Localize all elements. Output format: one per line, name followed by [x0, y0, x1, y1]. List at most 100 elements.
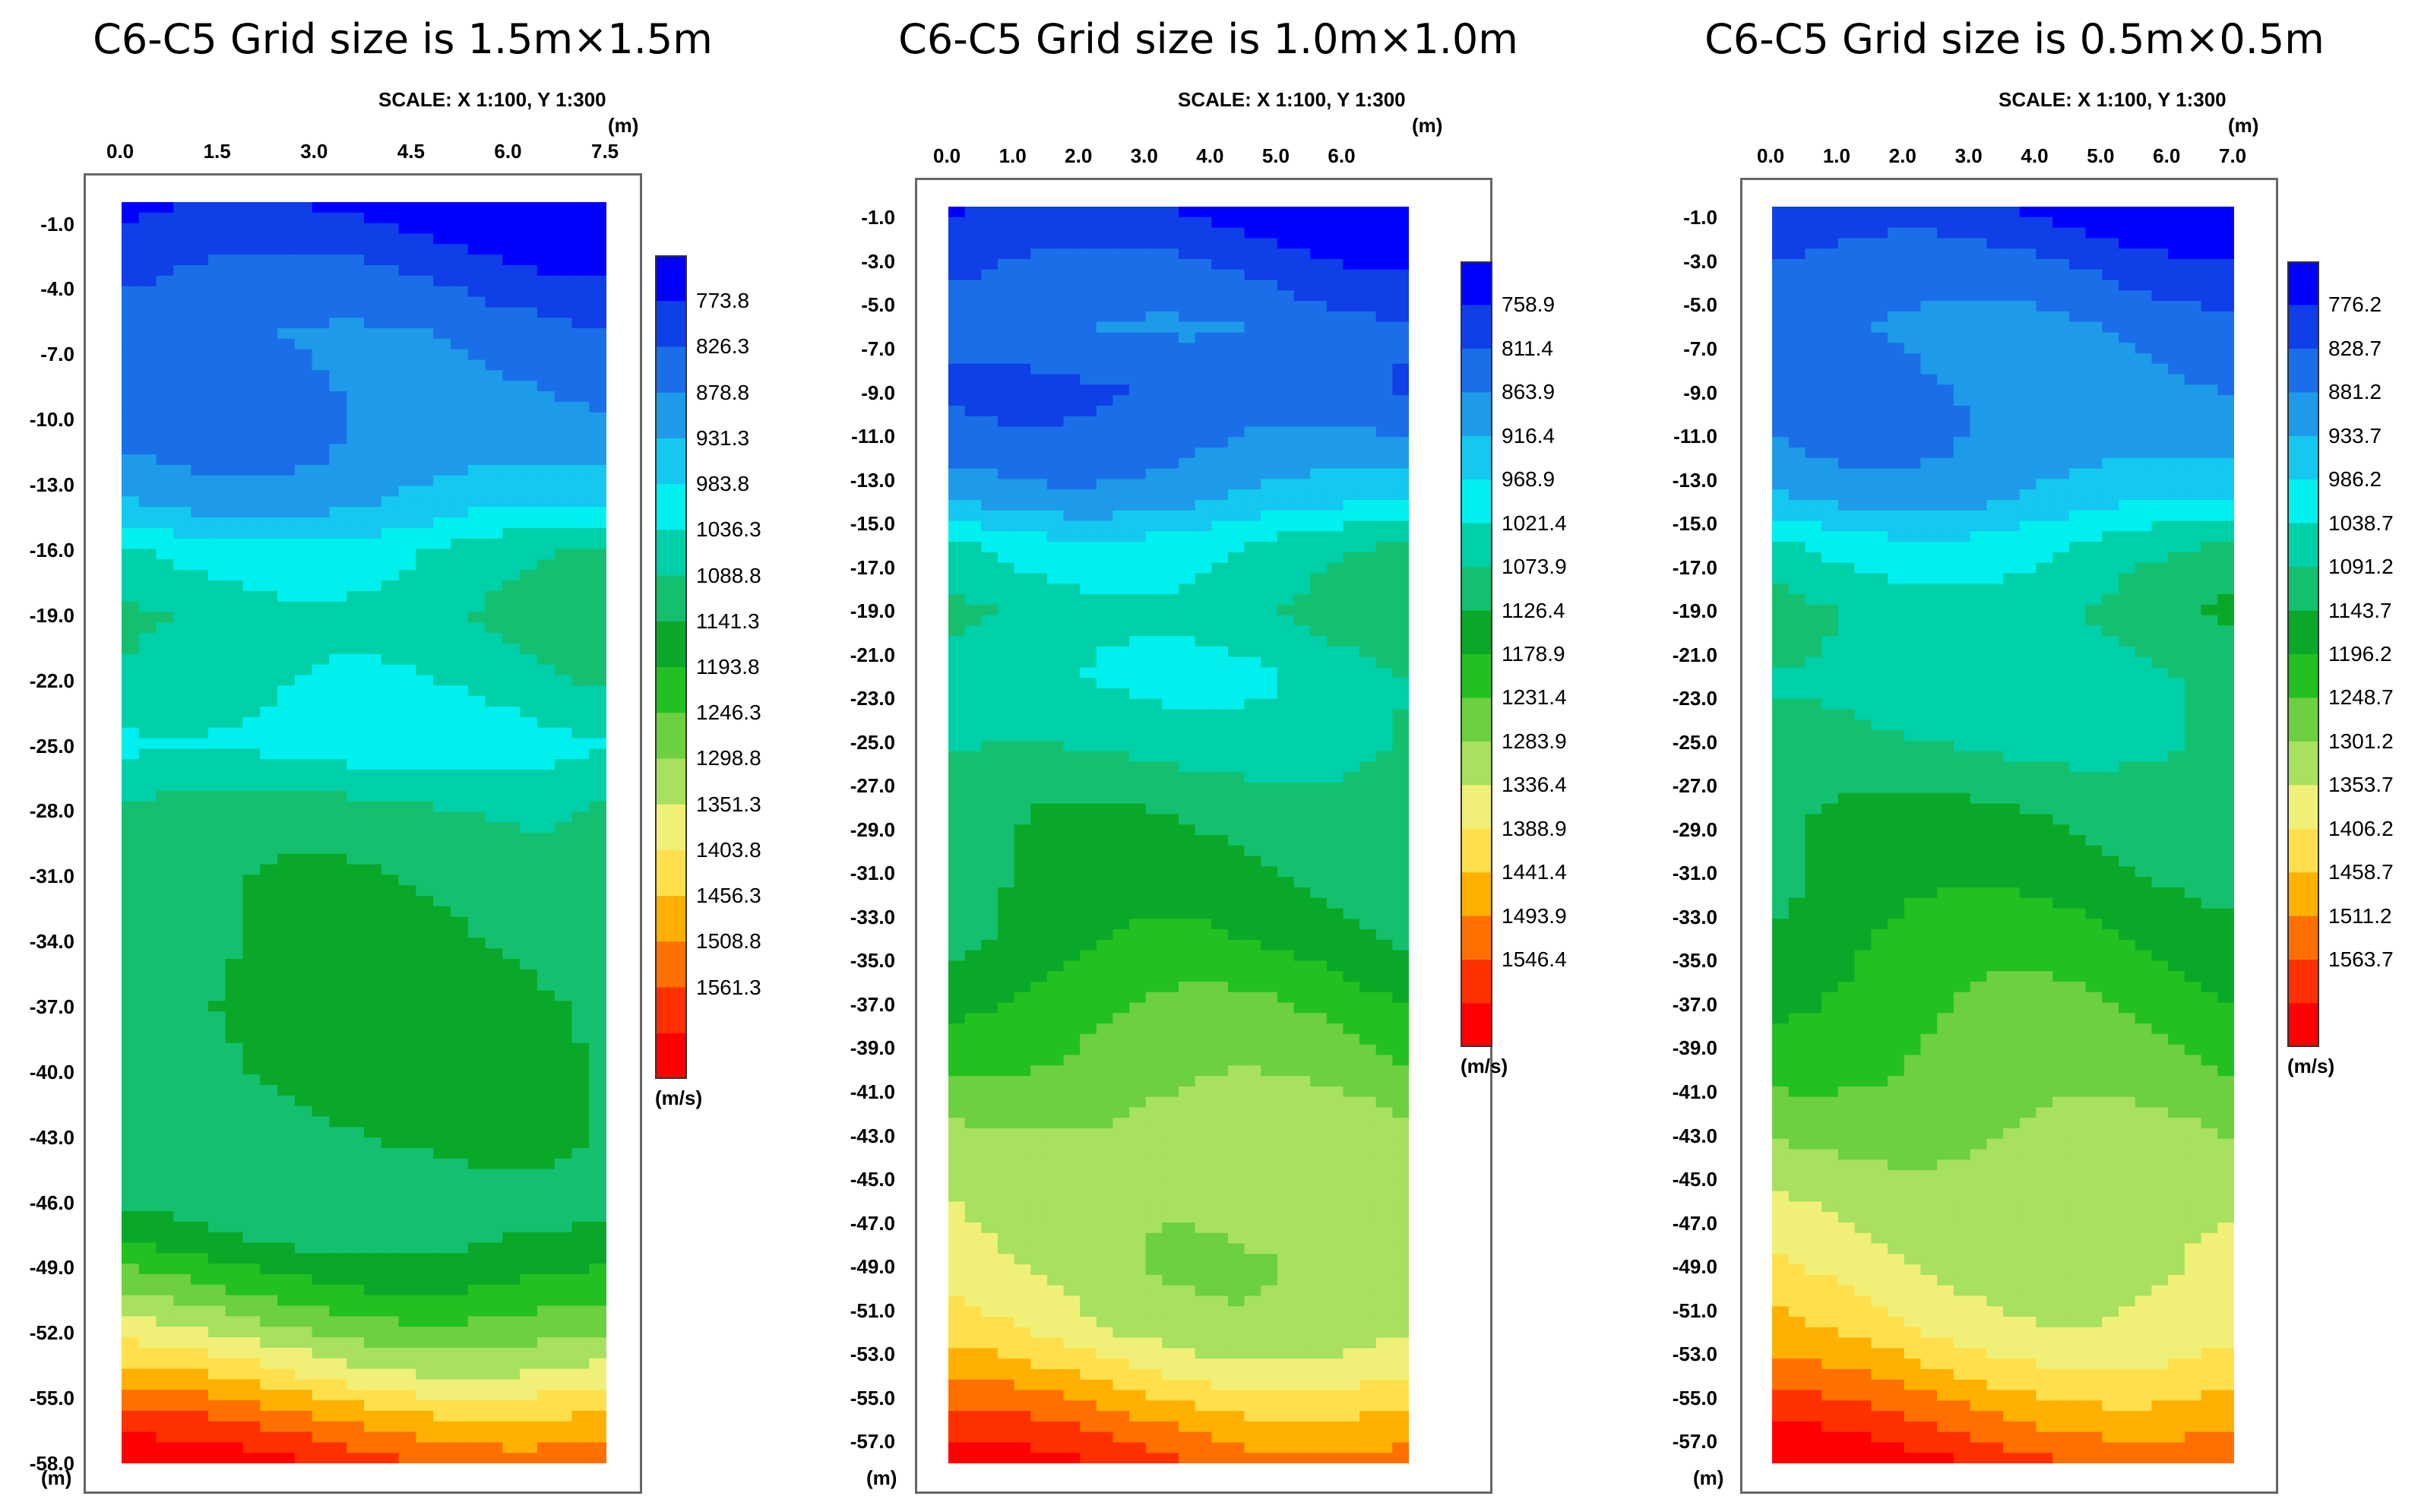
- contour-cell: [347, 1316, 365, 1327]
- contour-cell: [450, 527, 469, 539]
- contour-cell: [571, 906, 590, 918]
- contour-cell: [294, 1148, 313, 1159]
- contour-cell: [1326, 667, 1344, 679]
- contour-cell: [467, 875, 486, 886]
- contour-cell: [312, 601, 331, 613]
- contour-cell: [520, 1127, 538, 1138]
- contour-cell: [329, 265, 347, 277]
- contour-cell: [294, 1137, 313, 1149]
- contour-cell: [347, 1137, 365, 1149]
- contour-cell: [536, 296, 555, 308]
- contour-cell: [502, 1106, 521, 1118]
- contour-cell: [277, 255, 296, 266]
- contour-cell: [1096, 321, 1114, 333]
- contour-cell: [294, 811, 313, 823]
- contour-cell: [138, 748, 157, 760]
- contour-cell: [467, 990, 486, 1001]
- contour-cell: [571, 1211, 590, 1223]
- contour-cell: [433, 1064, 451, 1075]
- contour-cell: [433, 1074, 451, 1086]
- contour-cell: [554, 475, 573, 487]
- contour-cell: [1326, 520, 1344, 532]
- contour-cell: [981, 593, 999, 606]
- contour-cell: [433, 527, 451, 539]
- contour-cell: [502, 265, 521, 277]
- contour-cell: [1129, 207, 1147, 218]
- contour-cell: [347, 202, 365, 214]
- contour-cell: [156, 822, 174, 833]
- contour-cell: [122, 1327, 140, 1338]
- contour-cell: [277, 507, 296, 518]
- contour-cell: [381, 1064, 400, 1075]
- contour-cell: [1359, 751, 1377, 763]
- contour-cell: [1244, 374, 1261, 385]
- contour-cell: [381, 444, 400, 455]
- contour-cell: [138, 664, 157, 676]
- contour-cell: [294, 1264, 313, 1275]
- contour-cell: [1014, 709, 1031, 720]
- contour-cell: [1392, 217, 1409, 229]
- contour-cell: [589, 1274, 606, 1286]
- contour-cell: [312, 1232, 331, 1244]
- contour-cell: [364, 1074, 382, 1086]
- contour-cell: [329, 1453, 347, 1463]
- contour-cell: [242, 1200, 261, 1212]
- contour-cell: [277, 612, 296, 623]
- contour-cell: [1030, 353, 1048, 365]
- contour-cell: [450, 664, 469, 676]
- contour-cell: [554, 538, 573, 550]
- contour-cell: [173, 1295, 191, 1307]
- contour-cell: [347, 338, 365, 350]
- contour-cell: [242, 738, 261, 749]
- contour-cell: [536, 559, 555, 571]
- contour-cell: [1326, 227, 1344, 239]
- contour-cell: [260, 1347, 278, 1359]
- contour-cell: [554, 990, 573, 1001]
- contour-cell: [1375, 405, 1393, 417]
- contour-cell: [191, 1358, 209, 1370]
- contour-cell: [1030, 625, 1048, 637]
- contour-cell: [433, 338, 451, 350]
- contour-cell: [520, 906, 538, 918]
- contour-cell: [398, 454, 416, 466]
- contour-cell: [242, 707, 261, 718]
- contour-cell: [122, 716, 140, 729]
- contour-cell: [242, 202, 261, 214]
- contour-cell: [1211, 698, 1229, 710]
- contour-cell: [173, 559, 191, 571]
- contour-cell: [467, 391, 486, 403]
- contour-cell: [467, 1190, 486, 1201]
- contour-cell: [1112, 416, 1130, 428]
- contour-cell: [1096, 258, 1114, 270]
- contour-cell: [225, 486, 244, 497]
- contour-cell: [225, 370, 244, 381]
- contour-cell: [225, 527, 244, 539]
- contour-cell: [589, 801, 606, 812]
- contour-cell: [571, 696, 590, 707]
- contour-cell: [347, 644, 365, 655]
- contour-cell: [554, 853, 573, 865]
- contour-cell: [1343, 479, 1360, 490]
- contour-cell: [225, 1085, 244, 1096]
- contour-cell: [1030, 542, 1048, 553]
- contour-cell: [225, 1264, 244, 1275]
- contour-cell: [156, 318, 174, 329]
- contour-cell: [1063, 269, 1081, 281]
- contour-cell: [1359, 593, 1377, 606]
- contour-cell: [554, 948, 573, 960]
- contour-cell: [467, 612, 486, 623]
- contour-cell: [207, 959, 226, 970]
- contour-cell: [997, 238, 1015, 249]
- contour-cell: [571, 790, 590, 802]
- contour-cell: [571, 780, 590, 792]
- contour-cell: [1392, 248, 1409, 260]
- contour-cell: [450, 1390, 469, 1401]
- contour-cell: [997, 290, 1015, 302]
- contour-cell: [1227, 416, 1245, 428]
- contour-cell: [520, 570, 538, 581]
- contour-cell: [156, 896, 174, 907]
- contour-cell: [138, 1242, 157, 1254]
- contour-cell: [294, 675, 313, 686]
- contour-cell: [416, 1358, 434, 1370]
- contour-cell: [1195, 395, 1212, 406]
